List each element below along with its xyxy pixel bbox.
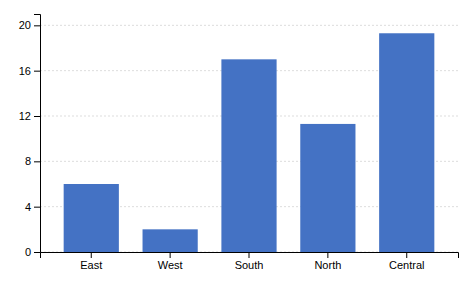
- x-axis-line: [41, 253, 459, 259]
- y-tick-mark: [34, 71, 40, 72]
- grid-line: [40, 25, 458, 26]
- plot-area: East West South North Central 0 4 8 12 16 20: [19, 15, 459, 271]
- y-tick-label: 0: [25, 246, 31, 258]
- x-tick-mark: [249, 252, 250, 258]
- y-tick-mark: [34, 116, 40, 117]
- y-axis: 0 4 8 12 16 20: [19, 15, 41, 259]
- grid: [40, 25, 458, 252]
- x-tick: East: [80, 252, 102, 271]
- y-tick: 4: [25, 201, 40, 213]
- x-tick-label: South: [235, 259, 264, 271]
- x-tick-label: Central: [389, 259, 424, 271]
- y-tick: 0: [25, 246, 40, 258]
- bar: [379, 33, 434, 252]
- y-tick-label: 12: [19, 110, 31, 122]
- chart-svg: East West South North Central 0 4 8 12 16 20: [0, 0, 474, 282]
- bars: [64, 33, 435, 252]
- y-tick: 16: [19, 65, 40, 77]
- y-tick-mark: [34, 25, 40, 26]
- x-axis: East West South North Central: [41, 252, 459, 271]
- y-tick: 12: [19, 110, 40, 122]
- y-axis-line: [34, 15, 41, 253]
- x-tick-label: North: [314, 259, 341, 271]
- x-tick-label: East: [80, 259, 102, 271]
- bar: [221, 59, 276, 252]
- x-tick-mark: [91, 252, 92, 258]
- y-tick-label: 4: [25, 201, 31, 213]
- y-tick: 20: [19, 19, 40, 31]
- y-tick-label: 16: [19, 65, 31, 77]
- x-tick: South: [235, 252, 264, 271]
- y-tick-mark: [34, 161, 40, 162]
- x-tick: Central: [389, 252, 424, 271]
- x-tick-mark: [327, 252, 328, 258]
- x-tick: West: [158, 252, 183, 271]
- bar: [143, 229, 198, 252]
- x-tick: North: [314, 252, 341, 271]
- chart-container: East West South North Central 0 4 8 12 16 20: [0, 0, 474, 282]
- y-tick-label: 20: [19, 19, 31, 31]
- bar: [64, 184, 119, 252]
- y-tick-label: 8: [25, 155, 31, 167]
- x-tick-mark: [406, 252, 407, 258]
- bar: [300, 124, 355, 252]
- y-tick-mark: [34, 252, 40, 253]
- y-tick: 8: [25, 155, 40, 167]
- x-tick-mark: [170, 252, 171, 258]
- x-tick-label: West: [158, 259, 183, 271]
- y-tick-mark: [34, 207, 40, 208]
